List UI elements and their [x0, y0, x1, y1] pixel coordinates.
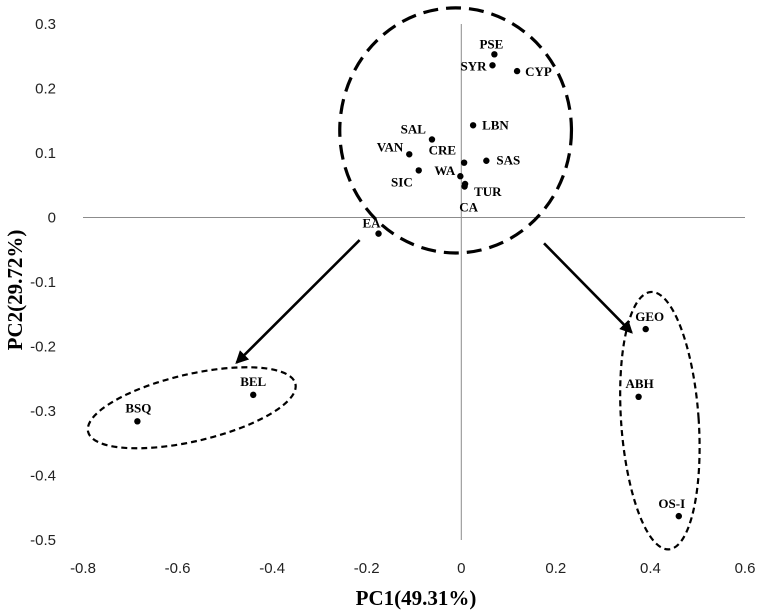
point-label: EA [363, 216, 382, 231]
data-point [675, 512, 682, 520]
y-tick-label: 0.3 [35, 16, 56, 33]
x-tick-label: -0.2 [354, 560, 380, 577]
x-tick-label: 0.2 [545, 560, 566, 577]
data-point [489, 62, 496, 69]
data-point [460, 159, 468, 166]
x-tick-label: 0.6 [735, 560, 756, 577]
y-axis-tick-labels: -0.5 -0.4 -0.3 -0.2 -0.1 0 0.1 0.2 0.3 [30, 16, 56, 549]
point-label: PSE [479, 36, 503, 51]
point-label: CRE [429, 143, 456, 158]
cluster-arrows [235, 239, 633, 365]
y-tick-label: -0.3 [30, 403, 56, 420]
y-tick-label: -0.4 [30, 468, 56, 485]
point-label: CA [459, 200, 478, 215]
y-axis-title: PC2(29.72%) [3, 230, 27, 351]
y-tick-label: 0 [48, 210, 56, 227]
point-label: BSQ [125, 400, 151, 415]
data-point [483, 157, 490, 164]
x-tick-label: -0.6 [165, 560, 191, 577]
basque-cluster-ring [86, 366, 297, 450]
caucasus-cluster-ring [619, 290, 701, 551]
x-tick-label: -0.8 [70, 560, 96, 577]
cluster-rings [86, 6, 701, 551]
x-tick-label: 0.4 [640, 560, 661, 577]
point-label: OS-I [658, 496, 685, 511]
y-tick-label: -0.2 [30, 339, 56, 356]
y-tick-label: -0.5 [30, 532, 56, 549]
point-label: ABH [626, 376, 654, 391]
data-point [469, 122, 477, 129]
data-point [250, 391, 257, 399]
cluster-arrow [235, 239, 361, 365]
data-point [491, 51, 498, 58]
data-point [406, 151, 413, 158]
x-axis-title: PC1(49.31%) [356, 586, 477, 610]
data-point [461, 183, 468, 190]
x-tick-label: -0.4 [259, 560, 285, 577]
point-label: GEO [635, 309, 664, 324]
main-cluster-ring [338, 6, 574, 255]
point-label: LBN [482, 117, 509, 132]
y-tick-label: 0.1 [35, 145, 56, 162]
data-point [457, 173, 464, 180]
data-point [415, 167, 422, 174]
point-label: TUR [474, 184, 502, 199]
point-label: VAN [377, 139, 404, 154]
data-point [428, 136, 436, 143]
x-axis-tick-labels: -0.8 -0.6 -0.4 -0.2 0 0.2 0.4 0.6 [70, 560, 755, 577]
data-point [375, 230, 382, 237]
data-point [513, 67, 521, 75]
x-tick-label: 0 [457, 560, 465, 577]
point-label: SYR [460, 58, 487, 73]
cluster-arrow [543, 242, 633, 334]
data-point [635, 393, 642, 401]
point-label: SIC [391, 174, 413, 189]
point-label: BEL [240, 374, 266, 389]
point-label: SAL [401, 121, 427, 136]
data-point [134, 418, 141, 425]
point-label: SAS [496, 153, 520, 168]
y-tick-label: -0.1 [30, 274, 56, 291]
point-label: WA [434, 163, 456, 178]
point-label: CYP [525, 64, 552, 79]
y-tick-label: 0.2 [35, 81, 56, 98]
data-point [642, 325, 649, 333]
